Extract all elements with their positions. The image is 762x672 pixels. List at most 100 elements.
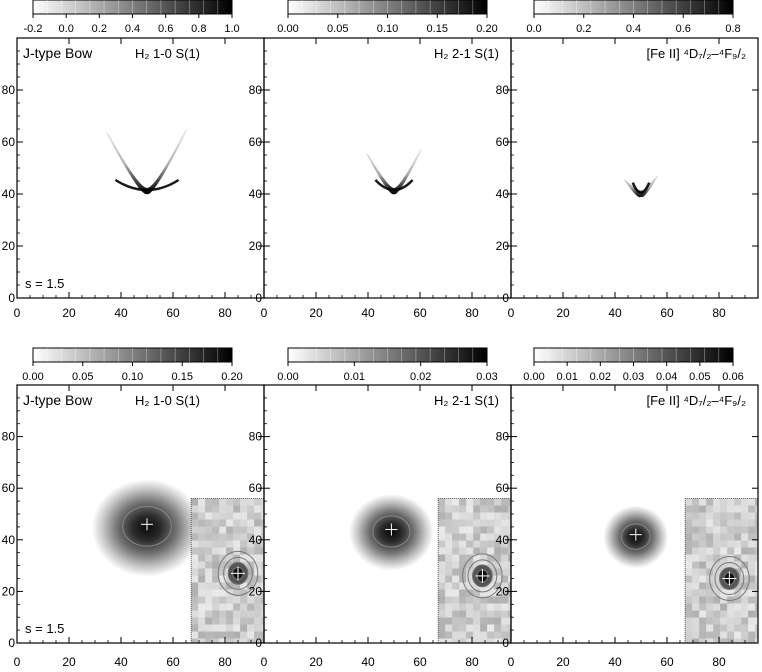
panel-r1c0-inset-pixel [205,540,213,548]
panel-r1c1-colorbar-tick-label: 0.02 [410,371,431,383]
panel-r1c2-inset-pixel [755,610,758,618]
panel-r1c2-inset-pixel [720,512,728,520]
panel-r1c0-inset-pixel [191,568,199,576]
panel-r1c1-inset-pixel [494,568,502,576]
panel-r1c1-inset-pixel [494,547,502,555]
panel-r1c0-inset-pixel [205,624,213,632]
panel-r1c1-inset-pixel [501,638,509,643]
panel-r1c1-inset-pixel [445,568,453,576]
panel-r1c0-inset-pixel [261,547,264,555]
panel-r1c0-inset-pixel [205,638,213,643]
panel-r1c2-inset-pixel [741,519,749,527]
panel-r1c2-inset-pixel [741,547,749,555]
panel-r1c2-inset-pixel [706,638,714,643]
panel-r1c1-inset-pixel [480,617,488,625]
panel-r1c0-inset-pixel [261,526,264,534]
panel-r1c0-inset-pixel [247,596,255,604]
panel-r1c2-inset-pixel [713,610,721,618]
panel-r1c2-inset-pixel [727,533,735,541]
panel-r1c1-xtick-label: 40 [361,655,375,669]
panel-r1c1-inset-pixel [494,582,502,590]
panel-r1c1-inset-pixel [480,526,488,534]
panel-r1c2-inset-pixel [699,610,707,618]
panel-r1c0-inset-pixel [226,533,234,541]
panel-r1c1-xtick-label: 0 [261,655,268,669]
panel-r1c0-inset-pixel [219,519,227,527]
panel-r1c0-inset-pixel [212,505,220,513]
panel-r1c1-inset-pixel [452,512,460,520]
panel-r1c1-inset-pixel [445,610,453,618]
panel-r1c0-inset-pixel [191,505,199,513]
panel-r1c1-inset-pixel [501,540,509,548]
panel-r1c0-inset-pixel [219,610,227,618]
panel-r1c1-inset-pixel [445,603,453,611]
panel-r1c0-inset-pixel [191,554,199,562]
panel-r1c1-inset-pixel [508,540,511,548]
panel-r1c2-inset-pixel [727,617,735,625]
panel-r0c0-ytick-label: 80 [2,83,16,97]
panel-r1c2-inset-pixel [713,589,721,597]
panel-r1c1-inset-pixel [480,596,488,604]
panel-r1c1-inset-pixel [480,505,488,513]
panel-r1c1-inset-pixel [452,638,460,643]
panel-r1c2-inset-pixel [720,505,728,513]
panel-r1c2-inset-pixel [734,638,742,643]
panel-r0c2-colorbar-tick-label: 0.4 [626,23,641,35]
panel-r1c2-inset-pixel [706,533,714,541]
panel-r1c1-inset-pixel [508,631,511,639]
panel-r1c2-inset-pixel [713,631,721,639]
panel-r1c1-inset-pixel [494,631,502,639]
panel-r0c0: -0.2 0.0 0.2 0.4 0.6 0.8 1.0 0 20 40 60 80 0 20 40 60 80… [2,0,265,320]
panel-r0c1-bow-apex [374,179,414,192]
panel-r1c2-inset-pixel [713,617,721,625]
panel-r1c0-inset-pixel [254,624,262,632]
panel-r1c1-inset-pixel [508,512,511,520]
panel-r1c0-inset-pixel [233,582,241,590]
panel-r1c2-inset-pixel [748,631,756,639]
panel-r1c0-inset-pixel [240,519,248,527]
panel-r1c2-inset-pixel [748,603,756,611]
panel-r1c1-inset-pixel [466,519,474,527]
panel-r0c1-xtick-label: 0 [261,306,268,320]
panel-r1c1-inset-pixel [487,512,495,520]
panel-r1c2-inset-pixel [706,512,714,520]
panel-r1c1-xtick-label: 60 [413,655,427,669]
panel-r1c0-inset-pixel [254,582,262,590]
panel-r1c0-inset-pixel [212,575,220,583]
panel-r0c1-ytick-label: 40 [249,187,263,201]
panel-r1c2-inset-pixel [685,582,693,590]
panel-r1c2-inset-pixel [720,526,728,534]
panel-r1c2-inset-pixel [734,505,742,513]
panel-r1c2-inset-pixel [727,512,735,520]
panel-r1c1-inset-pixel [508,638,511,643]
panel-r1c1-inset-pixel [501,561,509,569]
panel-r1c2-xtick-label: 0 [508,655,515,669]
panel-r1c0-inset-pixel [191,596,199,604]
panel-r1c0-inset-pixel [191,547,199,555]
panel-r1c2-inset-pixel [755,617,758,625]
panel-r1c1-inset-pixel [487,603,495,611]
panel-r1c0-inset-pixel [198,526,206,534]
panel-r0c2-ytick-label: 60 [496,135,510,149]
panel-r1c0-inset-pixel [219,561,227,569]
panel-r1c2-inset-pixel [699,498,707,506]
panel-r1c0-inset-pixel [226,603,234,611]
panel-r1c2-inset-pixel [692,624,700,632]
panel-r0c1-colorbar-tick-label: 0.10 [377,23,398,35]
panel-r1c0-xtick-label: 60 [166,655,180,669]
panel-r1c2-inset-contour [709,556,750,601]
panel-r1c1-inset-contour [467,559,498,593]
panel-r0c2-colorbar-tick-label: 0.2 [576,23,591,35]
panel-r1c2-inset-pixel [706,624,714,632]
panel-r0c0-xtick-label: 40 [114,306,128,320]
panel-r1c2-inset-pixel [692,638,700,643]
panel-r1c0-inset-pixel [247,505,255,513]
panel-r1c0-inset-contour [217,550,259,596]
panel-r1c2-xtick-label: 20 [556,655,570,669]
panel-r1c1-inset-pixel [466,561,474,569]
panel-r1c2-inset-pixel [720,540,728,548]
panel-r1c1-inset-pixel [501,631,509,639]
panel-r1c2-inset-pixel [713,561,721,569]
panel-r1c2-inset-pixel [720,603,728,611]
panel-r0c0-colorbar-tick-label: 0.6 [158,23,173,35]
